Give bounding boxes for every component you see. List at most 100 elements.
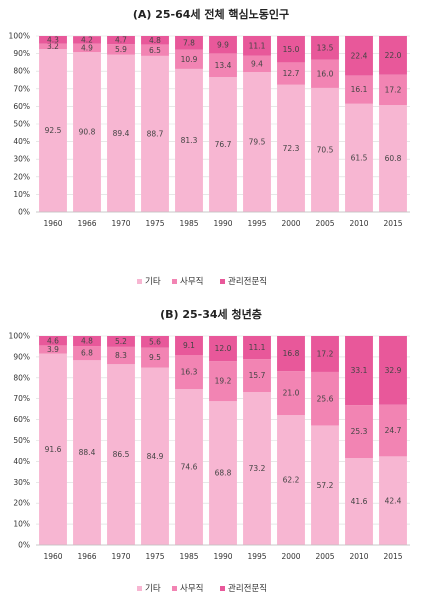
bar-segment-gita — [39, 49, 67, 213]
data-label: 5.9 — [115, 45, 127, 54]
bar-segment-samu — [379, 404, 407, 457]
x-tick-label: 1970 — [111, 552, 130, 561]
data-label: 70.5 — [317, 146, 334, 155]
data-label: 6.5 — [149, 46, 161, 55]
data-label: 81.3 — [181, 136, 198, 145]
bar-segment-gwalli — [277, 36, 305, 63]
data-label: 9.5 — [149, 353, 161, 362]
y-tick-label: 90% — [13, 352, 30, 361]
data-label: 42.4 — [385, 496, 402, 505]
data-label: 84.9 — [147, 452, 164, 461]
chart-b-legend: 기타 사무직 관리전문직 — [137, 583, 267, 594]
legend-a-label-gita: 기타 — [145, 277, 161, 287]
x-tick-label: 1966 — [77, 219, 96, 228]
bar-segment-gwalli — [107, 336, 135, 347]
y-tick-label: 10% — [13, 190, 30, 199]
bar-segment-gwalli — [243, 36, 271, 56]
bar-segment-gwalli — [209, 36, 237, 54]
data-label: 32.9 — [385, 366, 402, 375]
y-tick-label: 90% — [13, 49, 30, 58]
bar-segment-gita — [243, 72, 271, 212]
bar-segment-gwalli — [73, 36, 101, 44]
bar-segment-samu — [209, 361, 237, 402]
x-tick-label: 1985 — [179, 552, 198, 561]
bar-segment-gita — [345, 103, 373, 212]
bar-segment-gita — [141, 367, 169, 545]
data-label: 86.5 — [113, 450, 130, 459]
bar-segment-gita — [311, 425, 339, 545]
data-label: 11.1 — [249, 343, 266, 352]
data-label: 90.8 — [79, 128, 96, 137]
data-label: 79.5 — [249, 138, 266, 147]
data-label: 9.4 — [251, 59, 263, 68]
chart-a-title: (A) 25-64세 전체 핵심노동인구 — [133, 7, 289, 21]
bar-segment-gwalli — [39, 336, 67, 346]
x-tick-label: 1990 — [213, 552, 232, 561]
y-tick-label: 50% — [13, 436, 30, 445]
y-tick-label: 40% — [13, 137, 30, 146]
data-label: 7.8 — [183, 38, 195, 47]
y-tick-label: 50% — [13, 120, 30, 129]
bar-segment-samu — [107, 346, 135, 365]
bar-segment-gwalli — [243, 336, 271, 360]
data-label: 72.3 — [283, 144, 300, 153]
data-label: 41.6 — [351, 497, 368, 506]
x-tick-label: 1975 — [145, 552, 164, 561]
bar-segment-gita — [277, 84, 305, 212]
legend-a-label-samu: 사무직 — [180, 276, 203, 287]
data-label: 4.8 — [81, 337, 93, 346]
x-tick-label: 2005 — [315, 552, 334, 561]
y-tick-label: 70% — [13, 84, 30, 93]
bar-segment-samu — [73, 346, 101, 361]
y-tick-label: 80% — [13, 67, 30, 76]
bar-segment-gita — [209, 401, 237, 545]
data-label: 16.8 — [283, 349, 300, 358]
data-label: 88.4 — [79, 448, 96, 457]
bar-segment-gwalli — [379, 36, 407, 75]
x-tick-label: 1995 — [247, 219, 266, 228]
chart-a-plot: 0% 10% 20% 30% 40% 50% 60% 70% 80% 90% 100% 92.5 3.2… — [9, 32, 410, 228]
bar-segment-gwalli — [311, 36, 339, 60]
bar-segment-samu — [39, 43, 67, 50]
y-tick-label: 0% — [18, 541, 30, 550]
data-label: 89.4 — [113, 129, 130, 138]
data-label: 8.3 — [115, 351, 127, 360]
data-label: 92.5 — [45, 126, 62, 135]
bar-segment-gita — [39, 353, 67, 545]
data-label: 62.2 — [283, 476, 300, 485]
bar-segment-gita — [379, 456, 407, 545]
chart-a: (A) 25-64세 전체 핵심노동인구 0% 10% 20% 30% 40% 50% 60… — [9, 7, 410, 287]
x-tick-label: 2015 — [383, 552, 402, 561]
x-tick-label: 1985 — [179, 219, 198, 228]
data-label: 91.6 — [45, 445, 62, 454]
data-label: 68.8 — [215, 469, 232, 478]
y-tick-label: 20% — [13, 172, 30, 181]
bar-segment-samu — [379, 74, 407, 105]
y-tick-label: 60% — [13, 102, 30, 111]
bar-segment-gwalli — [107, 36, 135, 45]
data-label: 17.2 — [385, 85, 402, 94]
bar-segment-gwalli — [345, 36, 373, 76]
data-label: 9.9 — [217, 40, 229, 49]
bar-segment-gwalli — [73, 336, 101, 347]
data-label: 13.5 — [317, 43, 334, 52]
bar-segment-gita — [107, 54, 135, 212]
data-label: 15.7 — [249, 371, 266, 380]
x-tick-label: 2015 — [383, 219, 402, 228]
bar-segment-gwalli — [209, 336, 237, 362]
data-label: 5.6 — [149, 337, 161, 346]
bar-segment-gwalli — [345, 336, 373, 406]
legend-b-label-gwalli: 관리전문직 — [228, 583, 267, 594]
bar-segment-gwalli — [141, 36, 169, 45]
bar-segment-gwalli — [277, 336, 305, 372]
x-tick-label: 2010 — [349, 552, 368, 561]
x-tick-label: 2000 — [281, 552, 300, 561]
data-label: 24.7 — [385, 426, 402, 435]
data-label: 16.0 — [317, 69, 334, 78]
bar-segment-gwalli — [141, 336, 169, 348]
data-label: 4.8 — [149, 36, 161, 45]
bar-segment-gita — [311, 87, 339, 212]
bar-segment-samu — [175, 49, 203, 69]
legend-b-label-gita: 기타 — [145, 584, 161, 594]
